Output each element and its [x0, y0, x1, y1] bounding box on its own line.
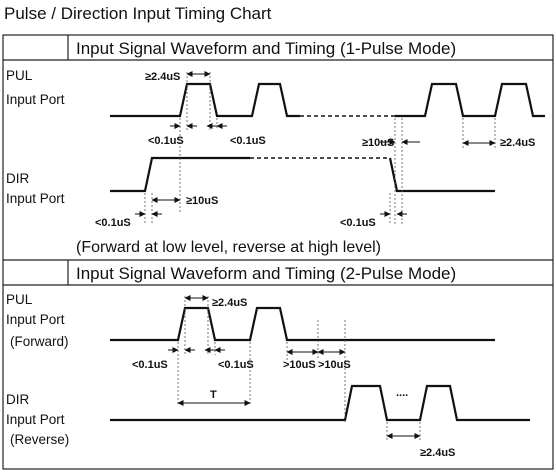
pul2-label-line1: PUL [6, 292, 33, 307]
pul-label-line1: PUL [6, 68, 33, 83]
dir-waveform-continued [388, 157, 495, 193]
pul-waveform [110, 82, 300, 118]
period-label: T [210, 389, 217, 401]
section2-heading: Input Signal Waveform and Timing (2-Puls… [76, 264, 456, 283]
pul2-label-line2: Input Port [6, 312, 65, 327]
pul2-fall-label: <0.1uS [218, 359, 254, 371]
dir2-label-line3: (Reverse) [10, 432, 69, 447]
dir-rise-label: <0.1uS [95, 217, 131, 229]
pulse-width-label: ≥2.4uS [145, 71, 180, 83]
pul2-gap1-label: >10uS [283, 359, 316, 371]
dir-fall-label: <0.1uS [340, 217, 376, 229]
fall-label: <0.1uS [230, 135, 266, 147]
table-frame [2, 34, 554, 470]
dir-waveform [110, 156, 250, 193]
pul2-label-line3: (Forward) [10, 334, 69, 349]
dir2-waveform [110, 384, 530, 422]
rise-label: <0.1uS [148, 135, 184, 147]
pul-label-line2: Input Port [6, 92, 65, 107]
pul2-gap2-label: >10uS [318, 359, 351, 371]
dir-label-line1: DIR [6, 171, 30, 186]
pul-waveform-continued [395, 82, 545, 118]
page-title: Pulse / Direction Input Timing Chart [4, 4, 272, 23]
direction-note: (Forward at low level, reverse at high l… [76, 239, 381, 256]
dir2-pulse-width-label: ≥2.4uS [420, 447, 455, 459]
dir-setup-label: ≥10uS [186, 195, 218, 207]
pulse-width-label-2: ≥2.4uS [500, 137, 535, 149]
section1-heading: Input Signal Waveform and Timing (1-Puls… [76, 39, 456, 58]
dir2-label-line1: DIR [6, 392, 30, 407]
dir2-ellipsis: .... [396, 387, 408, 399]
dir-label-line2: Input Port [6, 191, 65, 206]
pul2-pulse-width-label: ≥2.4uS [212, 297, 247, 309]
gap-label: ≥10uS [362, 137, 394, 149]
pul2-rise-label: <0.1uS [132, 359, 168, 371]
pul2-waveform [110, 306, 495, 342]
dir2-label-line2: Input Port [6, 412, 65, 427]
